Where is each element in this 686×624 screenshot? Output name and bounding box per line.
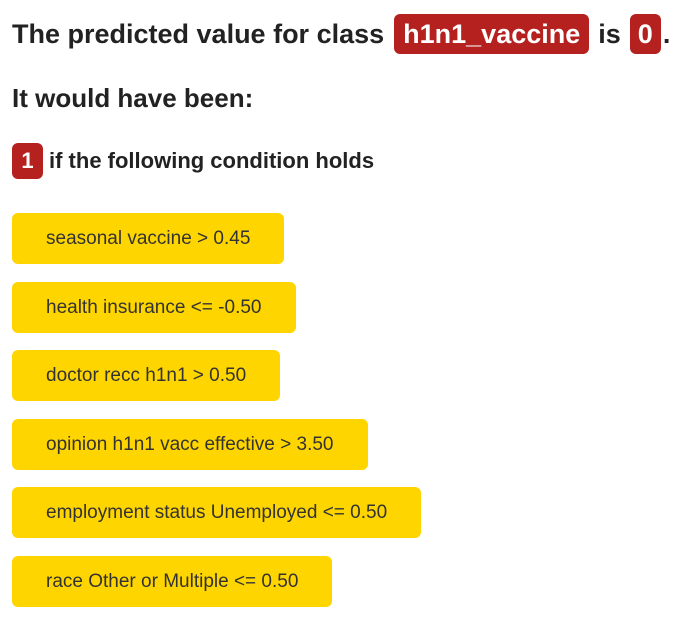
rule-item: doctor recc h1n1 > 0.50 <box>12 350 281 401</box>
predicted-value-badge: 0 <box>629 14 661 54</box>
class-name-badge: h1n1_vaccine <box>394 14 590 54</box>
condition-text: if the following condition holds <box>49 148 375 173</box>
condition-line: 1 if the following condition holds <box>12 143 374 179</box>
rule-item: employment status Unemployed <= 0.50 <box>12 487 422 538</box>
headline-middle: is <box>598 19 621 49</box>
prediction-headline: The predicted value for class h1n1_vacci… <box>12 12 670 56</box>
rule-item: seasonal vaccine > 0.45 <box>12 213 285 264</box>
headline-prefix: The predicted value for class <box>12 19 385 49</box>
rule-item: race Other or Multiple <= 0.50 <box>12 555 333 607</box>
alternative-value-badge: 1 <box>12 143 43 179</box>
rule-list: seasonal vaccine > 0.45 health insurance… <box>12 213 422 624</box>
subheading: It would have been: <box>12 83 254 113</box>
rule-item: opinion h1n1 vacc effective > 3.50 <box>12 418 368 470</box>
rule-item: health insurance <= -0.50 <box>12 281 296 333</box>
headline-suffix: . <box>662 19 671 49</box>
